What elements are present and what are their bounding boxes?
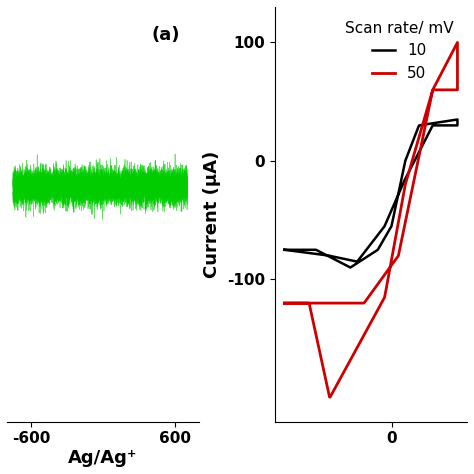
Legend: 10, 50: 10, 50 — [338, 15, 459, 87]
X-axis label: Ag/Ag⁺: Ag/Ag⁺ — [68, 449, 138, 467]
Y-axis label: Current (μA): Current (μA) — [203, 151, 221, 278]
Text: (a): (a) — [151, 26, 180, 44]
